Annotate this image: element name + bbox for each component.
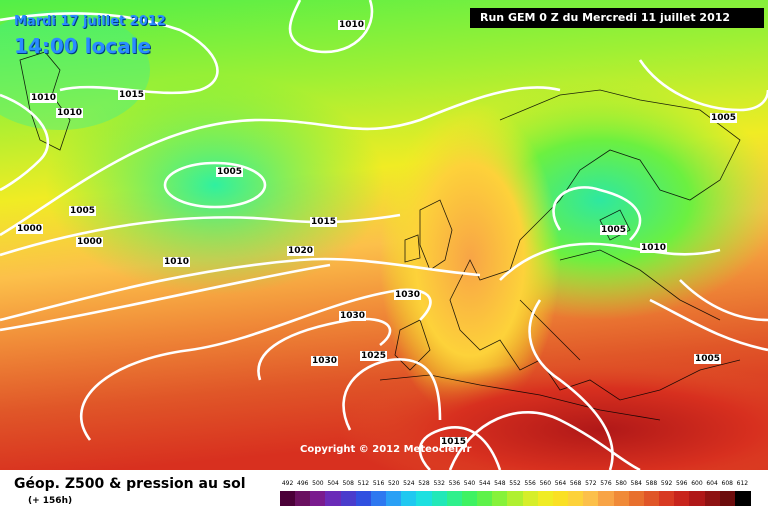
isobar-label: 1005 (69, 206, 97, 216)
legend-tick-label: 556 (524, 480, 536, 487)
legend-swatch (568, 491, 585, 506)
legend-tick-label: 608 (721, 480, 733, 487)
legend-swatch (674, 491, 691, 506)
legend-swatch (355, 491, 372, 506)
isobar-label: 1000 (76, 237, 104, 247)
legend-tick-label: 540 (463, 480, 476, 487)
isobars (0, 0, 768, 470)
legend-tick-label: 568 (569, 480, 582, 487)
legend-tick-label: 536 (448, 480, 461, 487)
legend-swatch (719, 491, 736, 506)
legend-tick-label: 560 (539, 480, 552, 487)
legend-tick-label: 588 (645, 480, 658, 487)
forecast-time: 14:00 locale (14, 34, 151, 58)
legend-tick-label: 500 (312, 480, 324, 487)
isobar-label: 1015 (310, 217, 338, 227)
legend-tick-label: 496 (297, 480, 309, 487)
forecast-date: Mardi 17 juillet 2012 (14, 14, 166, 29)
legend-tick-label: 504 (327, 480, 339, 487)
legend-swatch (659, 491, 676, 506)
legend-swatch (537, 491, 554, 506)
legend-ticks: 492 496 500 504 508 512 516 520 524 528 532 536 540 5… (280, 480, 750, 490)
legend-swatch (689, 491, 706, 506)
legend-swatch (643, 491, 660, 506)
isobar-label: 1025 (360, 351, 388, 361)
legend-swatch (628, 491, 645, 506)
legend-swatch (325, 491, 342, 506)
isobar-label: 1010 (30, 93, 58, 103)
legend-tick-label: 584 (630, 480, 642, 487)
legend-tick-label: 520 (387, 480, 400, 487)
legend-swatch (552, 491, 569, 506)
isobar-label: 1020 (287, 246, 315, 256)
legend-swatch (446, 491, 463, 506)
isobar-label: 1005 (600, 225, 628, 235)
lead-time: (+ 156h) (28, 496, 73, 506)
isobar-label: 1030 (394, 290, 422, 300)
legend-tick-label: 580 (615, 480, 627, 487)
model-run-label: Run GEM 0 Z du Mercredi 11 juillet 2012 (470, 8, 764, 28)
isobar-label: 1015 (118, 90, 146, 100)
legend-swatch (340, 491, 357, 506)
legend-tick-label: 516 (372, 480, 385, 487)
legend-swatch (401, 491, 418, 506)
isobar-label: 1030 (311, 356, 339, 366)
legend-swatch (477, 491, 494, 506)
legend-tick-label: 532 (433, 480, 445, 487)
legend-swatch (431, 491, 448, 506)
legend-tick-label: 592 (660, 480, 673, 487)
legend-tick-label: 576 (600, 480, 612, 487)
legend-swatch (492, 491, 509, 506)
legend-swatch (370, 491, 387, 506)
isobar-label: 1000 (16, 224, 44, 234)
legend-swatch (461, 491, 478, 506)
copyright: Copyright © 2012 Meteociel.fr (300, 444, 472, 455)
isobar-label: 1015 (440, 437, 468, 447)
isobar-label: 1010 (163, 257, 191, 267)
legend-tick-label: 548 (494, 480, 506, 487)
legend-tick-label: 528 (418, 480, 430, 487)
legend-tick-label: 612 (736, 480, 749, 487)
map-title: Géop. Z500 & pression au sol (14, 476, 246, 492)
geopotential-field (0, 0, 768, 470)
legend-tick-label: 524 (403, 480, 415, 487)
legend-tick-label: 564 (554, 480, 567, 487)
weather-map: 1010 1015 1010 1010 1005 1005 1000 1000 … (0, 0, 768, 470)
legend-swatch (386, 491, 403, 506)
legend-swatch (583, 491, 600, 506)
isobar-label: 1030 (339, 311, 367, 321)
legend-tick-label: 492 (281, 480, 294, 487)
isobar-label: 1010 (56, 108, 84, 118)
isobar-label: 1005 (710, 113, 738, 123)
legend-swatch (598, 491, 615, 506)
isobar-label: 1010 (338, 20, 366, 30)
legend-tick-label: 508 (342, 480, 354, 487)
legend-tick-label: 572 (585, 480, 597, 487)
legend-swatch (310, 491, 327, 506)
legend-swatch (522, 491, 539, 506)
isobar-label: 1005 (694, 354, 722, 364)
isobar-label: 1005 (216, 167, 244, 177)
legend-tick-label: 596 (676, 480, 688, 487)
legend-swatch (704, 491, 721, 506)
legend-swatch (507, 491, 524, 506)
legend-swatch (734, 491, 751, 506)
legend-tick-label: 512 (357, 480, 370, 487)
legend-tick-label: 544 (478, 480, 491, 487)
color-legend (280, 491, 751, 506)
legend-swatch (416, 491, 433, 506)
legend-swatch (280, 491, 296, 506)
legend-tick-label: 600 (691, 480, 703, 487)
legend-swatch (613, 491, 630, 506)
legend-swatch (295, 491, 312, 506)
legend-tick-label: 604 (706, 480, 718, 487)
legend-tick-label: 552 (509, 480, 521, 487)
isobar-label: 1010 (640, 243, 668, 253)
